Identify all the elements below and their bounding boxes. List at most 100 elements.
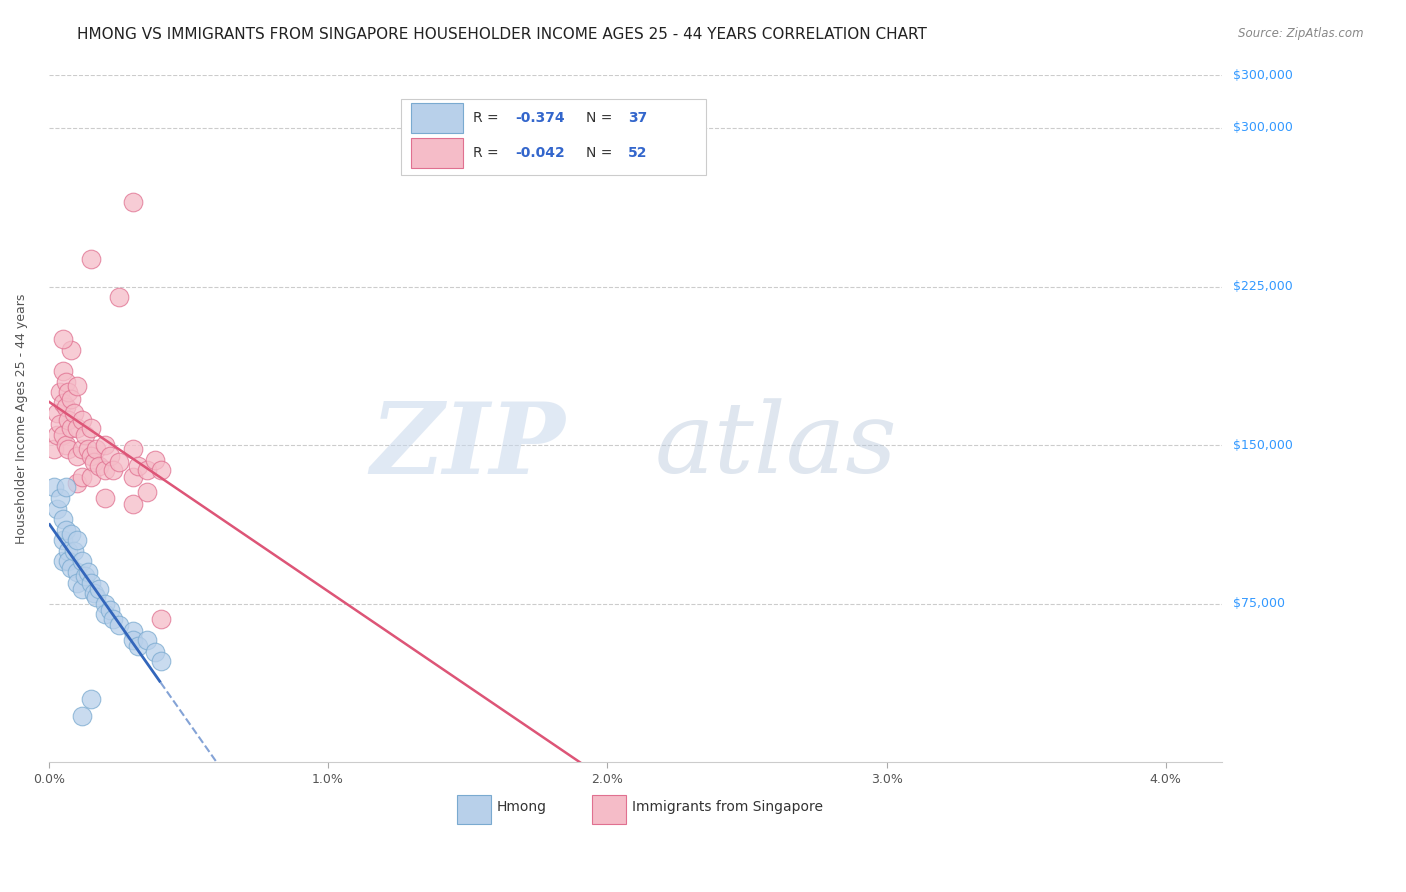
Point <box>52 396 75 410</box>
Text: $225,000: $225,000 <box>1233 280 1292 293</box>
Point <box>127 459 149 474</box>
Point <box>93 607 115 622</box>
Point <box>58 385 80 400</box>
Point <box>75 427 97 442</box>
Point <box>121 632 143 647</box>
Point <box>93 463 115 477</box>
Point <box>72 554 94 568</box>
Text: N =: N = <box>586 112 617 125</box>
Point <box>143 645 166 659</box>
Point <box>93 438 115 452</box>
Point <box>84 591 107 605</box>
Point <box>80 252 103 266</box>
Point <box>49 491 72 505</box>
Point <box>80 692 103 706</box>
Point <box>55 375 77 389</box>
Point <box>101 611 124 625</box>
Text: R =: R = <box>474 112 503 125</box>
Point <box>52 427 75 442</box>
Point <box>83 455 105 469</box>
Point <box>149 463 172 477</box>
Point <box>87 459 110 474</box>
Point <box>149 611 172 625</box>
Point <box>121 470 143 484</box>
Point <box>93 597 115 611</box>
Point <box>63 406 86 420</box>
Point <box>66 421 89 435</box>
Point <box>135 484 157 499</box>
Point <box>72 582 94 596</box>
Text: $150,000: $150,000 <box>1233 439 1292 451</box>
Text: ZIP: ZIP <box>370 398 565 494</box>
Point <box>66 449 89 463</box>
Point <box>44 442 66 457</box>
Point <box>49 417 72 431</box>
Point <box>149 654 172 668</box>
Text: atlas: atlas <box>655 399 897 494</box>
Point <box>52 332 75 346</box>
Text: Immigrants from Singapore: Immigrants from Singapore <box>631 800 823 814</box>
Point <box>121 497 143 511</box>
Point <box>60 527 83 541</box>
Point <box>52 533 75 548</box>
Point <box>46 406 69 420</box>
Point <box>80 575 103 590</box>
FancyBboxPatch shape <box>592 795 626 823</box>
Point <box>52 364 75 378</box>
Point <box>63 544 86 558</box>
Point <box>46 501 69 516</box>
Point <box>44 480 66 494</box>
Text: 37: 37 <box>628 112 647 125</box>
Point <box>60 561 83 575</box>
Text: $300,000: $300,000 <box>1233 121 1292 135</box>
Text: Hmong: Hmong <box>496 800 547 814</box>
Point <box>58 554 80 568</box>
Point <box>80 470 103 484</box>
Point <box>66 575 89 590</box>
Text: -0.042: -0.042 <box>516 145 565 160</box>
Point <box>143 453 166 467</box>
Point <box>75 569 97 583</box>
Point <box>80 449 103 463</box>
Point <box>66 379 89 393</box>
Point <box>93 491 115 505</box>
Point <box>84 442 107 457</box>
Text: $75,000: $75,000 <box>1233 598 1285 610</box>
Text: R =: R = <box>474 145 503 160</box>
Point <box>107 455 129 469</box>
FancyBboxPatch shape <box>457 795 491 823</box>
Point <box>72 470 94 484</box>
Point <box>58 544 80 558</box>
FancyBboxPatch shape <box>411 137 463 168</box>
Point <box>46 427 69 442</box>
Point <box>55 480 77 494</box>
Point <box>107 618 129 632</box>
Point <box>87 582 110 596</box>
Point <box>49 385 72 400</box>
Point <box>66 533 89 548</box>
Point <box>58 413 80 427</box>
Text: -0.374: -0.374 <box>516 112 565 125</box>
Point <box>135 463 157 477</box>
Point <box>72 413 94 427</box>
Point <box>55 523 77 537</box>
Point <box>121 624 143 639</box>
Text: 52: 52 <box>628 145 648 160</box>
Point <box>135 632 157 647</box>
FancyBboxPatch shape <box>411 103 463 134</box>
Point <box>83 586 105 600</box>
Point <box>52 554 75 568</box>
Point <box>80 421 103 435</box>
Y-axis label: Householder Income Ages 25 - 44 years: Householder Income Ages 25 - 44 years <box>15 293 28 544</box>
Point <box>72 442 94 457</box>
Point <box>60 421 83 435</box>
Point <box>55 438 77 452</box>
Text: Source: ZipAtlas.com: Source: ZipAtlas.com <box>1239 27 1364 40</box>
Point <box>52 512 75 526</box>
Point <box>55 400 77 414</box>
Text: N =: N = <box>586 145 617 160</box>
FancyBboxPatch shape <box>401 99 706 175</box>
Point <box>101 463 124 477</box>
Point <box>72 708 94 723</box>
Point <box>127 639 149 653</box>
